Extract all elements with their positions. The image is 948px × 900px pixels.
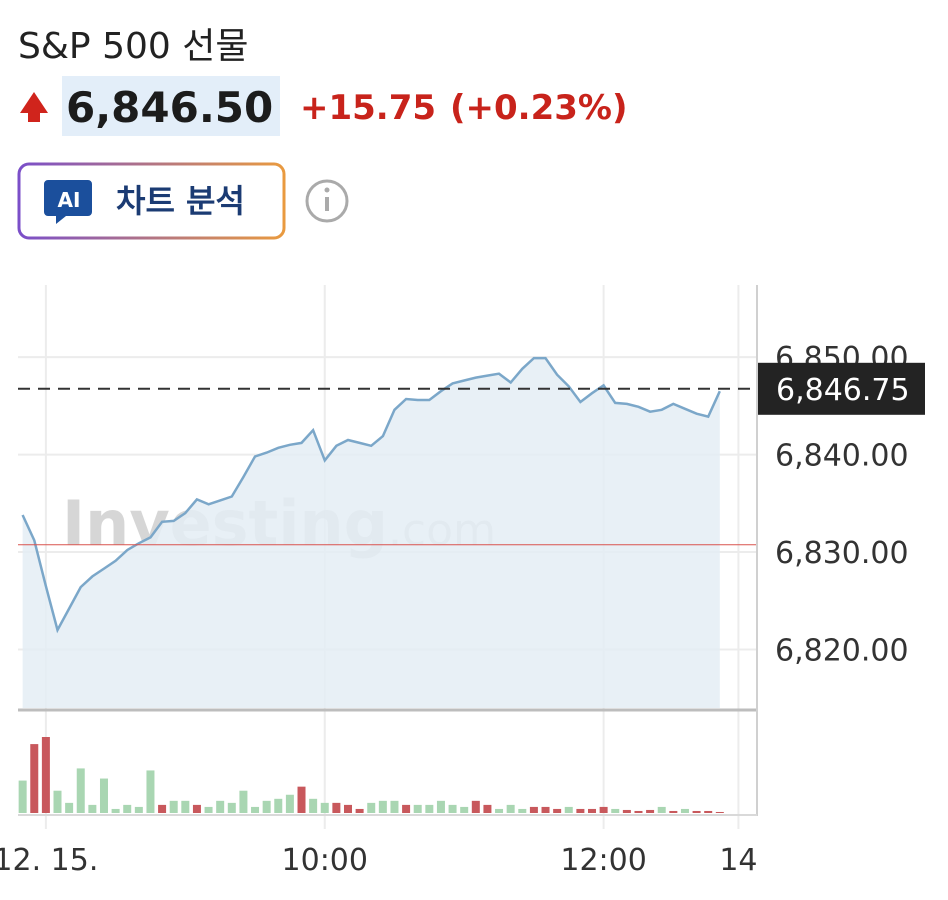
volume-bar [181, 800, 190, 813]
price-line [21, 356, 721, 634]
volume-bar [146, 770, 155, 813]
volume-bar [297, 786, 306, 813]
y-tick-label: 6,830.00 [775, 536, 909, 571]
x-tick-label: 12:00 [560, 843, 646, 878]
price-highlight [62, 76, 280, 136]
volume-bar [99, 778, 108, 813]
volume-bar [402, 804, 411, 813]
volume-bar [634, 810, 643, 813]
volume-bar [251, 806, 260, 813]
volume-bar [18, 780, 27, 813]
volume-bar [192, 804, 201, 813]
y-tick-label: 6,840.00 [775, 439, 909, 474]
volume-bar [320, 802, 329, 813]
volume-bar [123, 804, 132, 813]
volume-bar [553, 808, 562, 813]
volume-bar [332, 802, 341, 813]
volume-bar [657, 806, 666, 813]
volume-bar [227, 802, 236, 813]
volume-bar [436, 800, 445, 813]
volume-bar [41, 737, 50, 813]
volume-bar [274, 798, 283, 813]
volume-bar [588, 808, 597, 813]
y-tick-label: 6,820.00 [775, 634, 909, 669]
volume-bar [611, 808, 620, 813]
x-tick-label: 12. 15. [0, 843, 98, 878]
volume-bar [343, 804, 352, 813]
volume-bar [518, 808, 527, 813]
volume-bar [669, 810, 678, 813]
volume-bar [309, 798, 318, 813]
current-price-box [757, 362, 925, 415]
volume-bar [622, 809, 631, 813]
volume-bar [378, 800, 387, 813]
volume-bar [204, 806, 213, 813]
volume-bar [169, 800, 178, 813]
volume-bar [529, 806, 538, 813]
volume-bar [216, 800, 225, 813]
change-percent: (+0.23%) [450, 88, 628, 128]
volume-bar [541, 806, 550, 813]
volume-bar [413, 804, 422, 813]
volume-bar [88, 804, 97, 813]
volume-bar [53, 790, 62, 813]
volume-bar [425, 804, 434, 813]
volume-bar [704, 810, 713, 813]
volume-bar [111, 808, 120, 813]
ai-icon [44, 180, 92, 224]
volume-bar [506, 804, 515, 813]
current-price-label: 6,846.75 [776, 373, 910, 408]
up-arrow [20, 92, 48, 122]
change: +15.75 [300, 88, 436, 128]
volume-bar [285, 794, 294, 813]
volume-bar [471, 800, 480, 813]
volume-bar [158, 804, 167, 813]
title: S&P 500 선물 [18, 26, 248, 67]
volume-bar [692, 810, 701, 813]
volume-bar [448, 804, 457, 813]
volume-bar [239, 790, 248, 813]
info-icon-bar [325, 197, 329, 211]
volume-bar [134, 806, 143, 813]
info-icon[interactable] [305, 179, 349, 223]
volume-bar [262, 800, 271, 813]
volume-bar [390, 800, 399, 813]
price: 6,846.50 [66, 83, 273, 132]
volume-bar [576, 808, 585, 813]
ai-button-label: 차트 분석 [116, 182, 245, 220]
volume-bar [715, 811, 724, 813]
volume-bar [495, 808, 504, 813]
volume-bar [30, 744, 39, 813]
volume-bar [460, 806, 469, 813]
volume-bar [367, 802, 376, 813]
volume-bar [483, 804, 492, 813]
volume-bar [599, 806, 608, 813]
volume-bar [355, 808, 364, 813]
area [22, 358, 720, 708]
volume-bar [680, 808, 689, 813]
volume-bar [65, 802, 74, 813]
x-tick-label: 10:00 [282, 843, 368, 878]
x-tick-label: 14 [719, 843, 757, 878]
info-icon-dot [324, 187, 330, 193]
volume-bar [646, 809, 655, 813]
ai-badge: AI [58, 188, 81, 212]
volume-bar [76, 768, 85, 813]
volume-bar [564, 806, 573, 813]
